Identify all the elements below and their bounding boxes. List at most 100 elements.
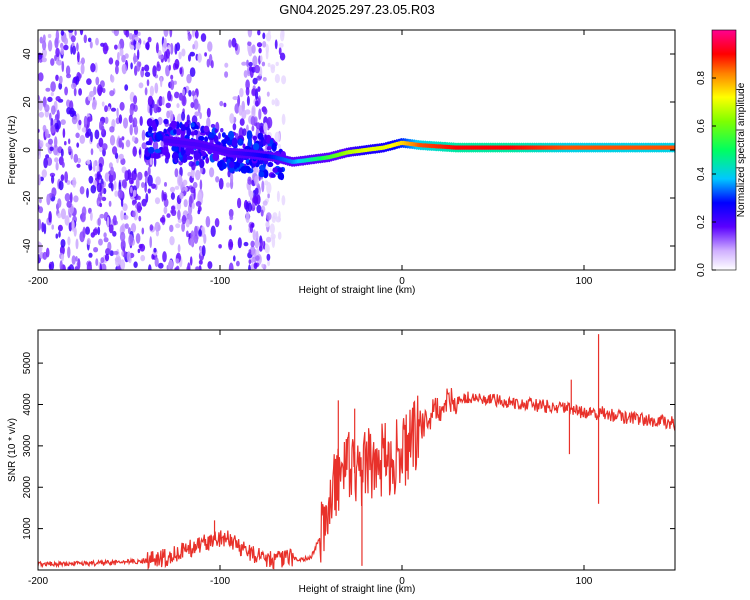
speckle [51, 224, 54, 230]
speckle [50, 81, 56, 92]
speckle [114, 44, 118, 50]
speckle [174, 91, 180, 99]
speckle [223, 102, 227, 108]
speckle [103, 237, 109, 243]
speckle [50, 58, 55, 66]
speckle [229, 215, 234, 221]
speckle [271, 215, 276, 223]
cluster-speckle [180, 124, 186, 132]
speckle [206, 117, 211, 128]
speckle [254, 175, 259, 186]
speckle [66, 200, 72, 208]
speckle [46, 193, 51, 206]
cluster-speckle [198, 135, 205, 141]
speckle [79, 186, 85, 195]
speckle [71, 115, 78, 125]
speckle [146, 79, 150, 87]
speckle [144, 64, 150, 72]
speckle [118, 153, 124, 160]
speckle [262, 200, 268, 206]
speckle [78, 119, 82, 126]
speckle [278, 42, 284, 48]
cluster-speckle [145, 141, 152, 146]
y-tick-label: 2000 [22, 476, 33, 499]
speckle [52, 144, 59, 156]
speckle [102, 87, 106, 94]
speckle [192, 181, 198, 189]
spectrogram-y-label: Frequency (Hz) [7, 116, 18, 185]
speckle [262, 41, 267, 48]
y-tick-label: -20 [22, 190, 33, 205]
speckle [89, 41, 93, 49]
speckle [79, 231, 85, 243]
speckle [229, 113, 235, 124]
speckle [121, 250, 124, 257]
cluster-speckle [199, 159, 205, 169]
cluster-speckle [175, 128, 182, 136]
speckle [251, 44, 256, 54]
speckle [149, 85, 154, 97]
cluster-speckle [165, 151, 171, 160]
cluster-speckle [258, 141, 263, 146]
speckle [147, 166, 151, 177]
speckle [228, 238, 234, 251]
speckle [209, 167, 215, 178]
speckle [55, 74, 59, 82]
speckle [76, 142, 80, 148]
colorbar-tick-label: 0.2 [696, 215, 707, 229]
speckle [45, 87, 51, 92]
speckle [39, 36, 43, 44]
speckle [155, 42, 159, 54]
speckle [90, 148, 94, 156]
speckle [120, 198, 124, 208]
speckle [207, 261, 213, 270]
cluster-speckle [195, 160, 200, 166]
speckle [266, 182, 272, 194]
speckle [138, 82, 144, 89]
speckle [62, 128, 66, 139]
speckle [39, 140, 44, 148]
speckle [256, 75, 262, 81]
speckle [210, 225, 216, 238]
speckle [247, 41, 252, 47]
speckle [197, 209, 201, 215]
speckle [219, 100, 224, 107]
speckle [122, 203, 128, 212]
speckle [119, 47, 124, 57]
speckle [141, 129, 146, 141]
speckle [224, 62, 229, 68]
speckle [121, 63, 127, 75]
speckle [169, 236, 175, 246]
speckle [250, 258, 254, 264]
speckle [42, 40, 47, 51]
speckle [133, 30, 139, 35]
speckle [109, 126, 115, 133]
speckle [269, 223, 275, 235]
speckle [86, 187, 89, 199]
speckle [137, 49, 140, 60]
cluster-speckle [262, 139, 266, 146]
speckle [187, 262, 191, 270]
speckle [140, 254, 146, 262]
speckle [89, 90, 95, 98]
speckle [255, 255, 260, 261]
speckle [137, 171, 143, 181]
speckle [123, 117, 128, 129]
speckle [130, 186, 133, 194]
speckle [248, 61, 253, 67]
speckle [107, 106, 111, 112]
speckle [178, 51, 182, 60]
speckle [265, 32, 272, 42]
speckle [205, 216, 211, 228]
speckle [132, 189, 137, 197]
speckle [99, 202, 103, 208]
speckle [266, 253, 271, 261]
speckle [127, 169, 132, 181]
speckle [74, 30, 77, 36]
speckle [41, 57, 47, 63]
speckle [267, 30, 271, 35]
speckle [58, 231, 61, 238]
speckle [67, 236, 71, 246]
speckle [253, 166, 259, 174]
speckle [145, 193, 149, 203]
